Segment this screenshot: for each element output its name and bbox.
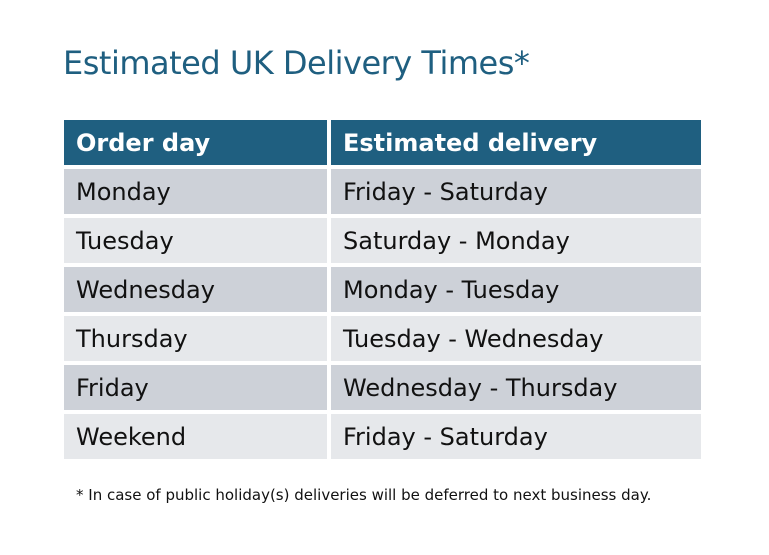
estimated-delivery-cell: Friday - Saturday	[331, 169, 701, 214]
estimated-delivery-cell: Tuesday - Wednesday	[331, 316, 701, 361]
order-day-cell: Friday	[64, 365, 327, 410]
order-day-cell: Monday	[64, 169, 327, 214]
header-row: Order day Estimated delivery	[64, 120, 701, 165]
header-order-day: Order day	[64, 120, 327, 165]
order-day-cell: Thursday	[64, 316, 327, 361]
order-day-cell: Wednesday	[64, 267, 327, 312]
estimated-delivery-cell: Wednesday - Thursday	[331, 365, 701, 410]
table-row: Monday Friday - Saturday	[64, 169, 701, 214]
order-day-cell: Weekend	[64, 414, 327, 459]
table-row: Weekend Friday - Saturday	[64, 414, 701, 459]
table-row: Thursday Tuesday - Wednesday	[64, 316, 701, 361]
table-row: Tuesday Saturday - Monday	[64, 218, 701, 263]
estimated-delivery-cell: Saturday - Monday	[331, 218, 701, 263]
estimated-delivery-cell: Monday - Tuesday	[331, 267, 701, 312]
delivery-table: Order day Estimated delivery Monday Frida…	[60, 116, 705, 463]
header-estimated-delivery: Estimated delivery	[331, 120, 701, 165]
table-row: Wednesday Monday - Tuesday	[64, 267, 701, 312]
page-title: Estimated UK Delivery Times*	[63, 44, 530, 82]
order-day-cell: Tuesday	[64, 218, 327, 263]
table-row: Friday Wednesday - Thursday	[64, 365, 701, 410]
estimated-delivery-cell: Friday - Saturday	[331, 414, 701, 459]
footnote: * In case of public holiday(s) deliverie…	[76, 486, 652, 504]
